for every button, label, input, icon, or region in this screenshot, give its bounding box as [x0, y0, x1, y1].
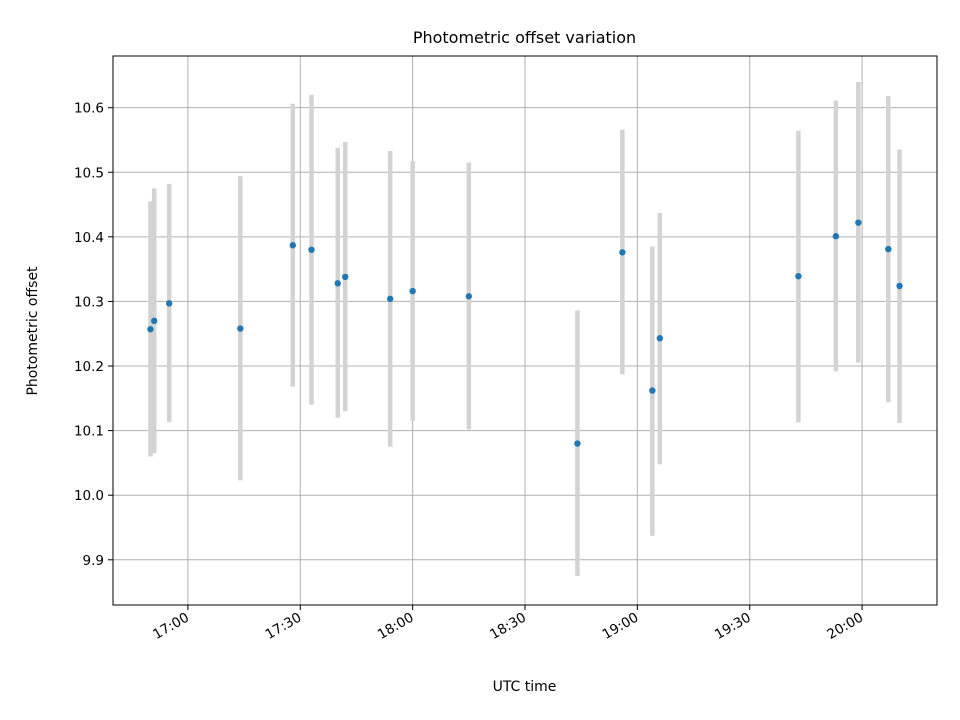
data-points	[147, 219, 903, 447]
chart-title: Photometric offset variation	[413, 28, 636, 47]
x-axis-label: UTC time	[493, 679, 557, 695]
data-point	[151, 317, 158, 325]
data-point	[237, 325, 244, 332]
y-tick-label: 10.2	[74, 359, 104, 375]
data-point	[165, 300, 173, 307]
data-point	[885, 245, 892, 253]
y-axis-ticks: 9.9 10.0 10.1 10.2 10.3 10.4 10.5 10.6	[74, 101, 113, 569]
y-tick-label: 10.6	[74, 101, 104, 117]
data-point	[386, 295, 394, 303]
y-tick-label: 10.5	[74, 165, 104, 181]
data-point	[795, 273, 802, 280]
data-point	[855, 219, 862, 226]
data-point	[574, 440, 581, 447]
data-point	[289, 242, 296, 249]
data-point	[334, 280, 341, 287]
data-point	[649, 387, 656, 394]
data-point	[465, 293, 473, 300]
y-tick-label: 10.3	[74, 294, 104, 310]
data-point	[308, 246, 315, 253]
y-axis-label: Photometric offset	[25, 266, 41, 396]
y-tick-label: 10.4	[74, 230, 104, 246]
y-tick-label: 9.9	[83, 553, 104, 569]
data-point	[619, 249, 626, 256]
data-point	[896, 282, 903, 290]
data-point	[409, 287, 416, 295]
data-point	[342, 273, 349, 281]
y-tick-label: 10.1	[74, 424, 104, 440]
y-tick-label: 10.0	[74, 488, 104, 504]
data-point	[656, 335, 664, 342]
data-point	[832, 233, 840, 240]
data-point	[147, 326, 154, 333]
